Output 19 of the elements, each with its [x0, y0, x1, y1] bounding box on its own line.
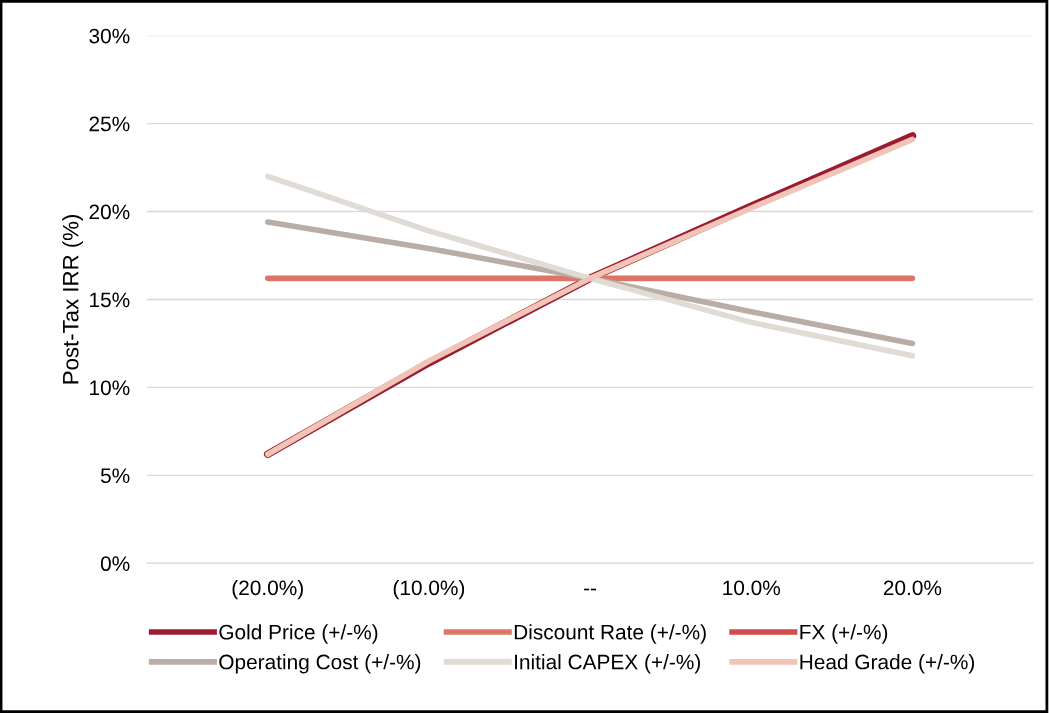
legend-label: Discount Rate (+/-%) — [514, 624, 706, 644]
legend-label: Operating Cost (+/-%) — [219, 654, 421, 674]
y-tick-label: 20% — [89, 204, 130, 220]
y-tick-label: 15% — [90, 292, 130, 308]
y-axis-title: Post-Tax IRR (%) — [62, 215, 83, 384]
x-tick-label: -- — [584, 588, 597, 591]
y-tick-label: 5% — [100, 468, 130, 484]
x-tick-label: 20.0% — [883, 580, 942, 596]
legend-label: Initial CAPEX (+/-%) — [515, 654, 700, 674]
legend-label: FX (+/-%) — [800, 624, 888, 644]
legend-label: Head Grade (+/-%) — [800, 654, 975, 674]
legend-label: Gold Price (+/-%) — [219, 624, 378, 644]
y-tick-label: 0% — [100, 556, 130, 572]
y-tick-label: 10% — [90, 380, 130, 396]
y-tick-label: 25% — [89, 116, 130, 132]
x-tick-label: (20.0%) — [232, 579, 303, 600]
y-tick-label: 30% — [89, 28, 130, 44]
x-tick-label: 10.0% — [723, 580, 781, 596]
x-tick-label: (10.0%) — [393, 579, 465, 600]
